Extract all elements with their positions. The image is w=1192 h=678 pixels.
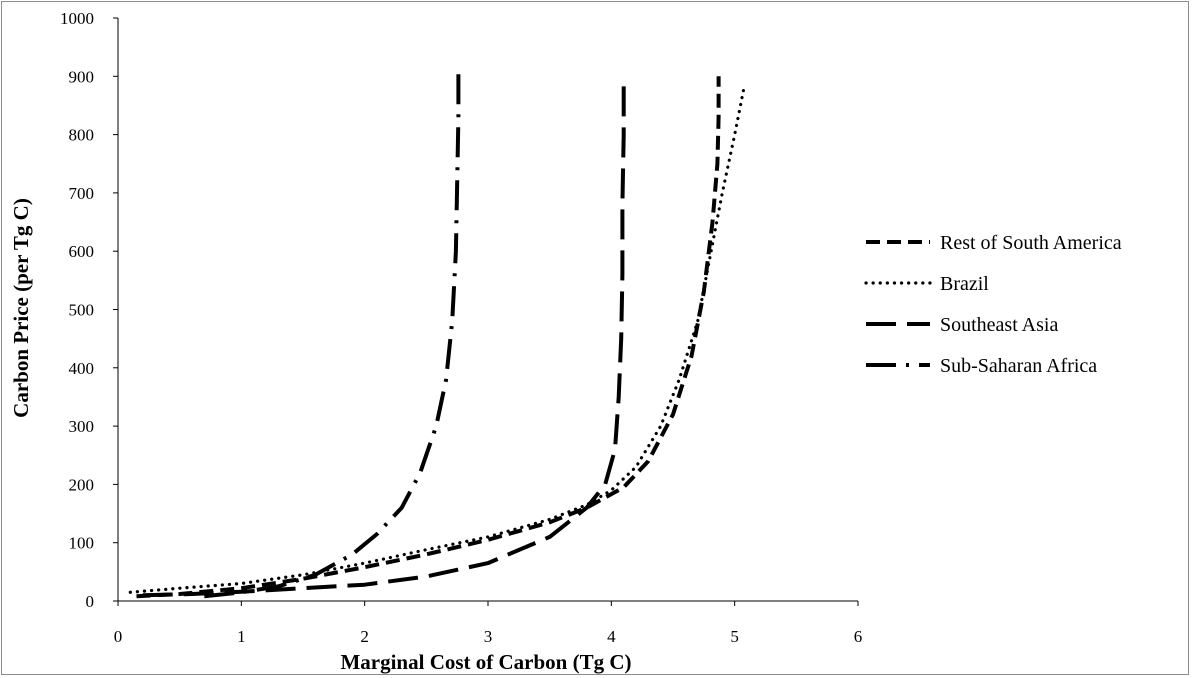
legend-label: Rest of South America (940, 232, 1122, 254)
legend-label: Brazil (940, 273, 989, 295)
x-tick-label: 5 (730, 627, 739, 646)
legend: Rest of South America Brazil Southeast Asi… (864, 232, 1122, 377)
x-axis-title: Marginal Cost of Carbon (Tg C) (340, 650, 631, 674)
series-line-1 (136, 76, 721, 599)
y-tick-label: 400 (69, 359, 95, 378)
y-tick-label: 300 (69, 417, 95, 436)
y-tick-label: 100 (69, 534, 95, 553)
y-tick-label: 200 (69, 475, 95, 494)
x-tick-label: 2 (360, 627, 369, 646)
x-tick-label: 0 (114, 627, 123, 646)
y-axis-title: Carbon Price (per Tg C) (9, 198, 33, 418)
plot-area: 0 1 2 3 4 5 6 0 100 200 300 400 500 600 700 800 900 1000 (60, 9, 862, 646)
y-tick-label: 800 (69, 126, 95, 145)
y-tick-label: 600 (69, 242, 95, 261)
y-tick-label: 1000 (60, 9, 94, 28)
x-tick-label: 1 (237, 627, 246, 646)
x-tick-label: 3 (484, 627, 493, 646)
y-tick-label: 900 (69, 67, 95, 86)
legend-label: Sub-Saharan Africa (940, 355, 1097, 377)
y-tick-label: 0 (86, 592, 95, 611)
x-tick-label: 4 (607, 627, 616, 646)
y-tick-label: 500 (69, 301, 95, 320)
legend-label: Southeast Asia (940, 314, 1058, 336)
series-line-4 (204, 73, 461, 599)
series-line-2 (128, 83, 747, 594)
series-line-3 (142, 76, 626, 598)
y-tick-label: 700 (69, 184, 95, 203)
x-tick-label: 6 (854, 627, 863, 646)
